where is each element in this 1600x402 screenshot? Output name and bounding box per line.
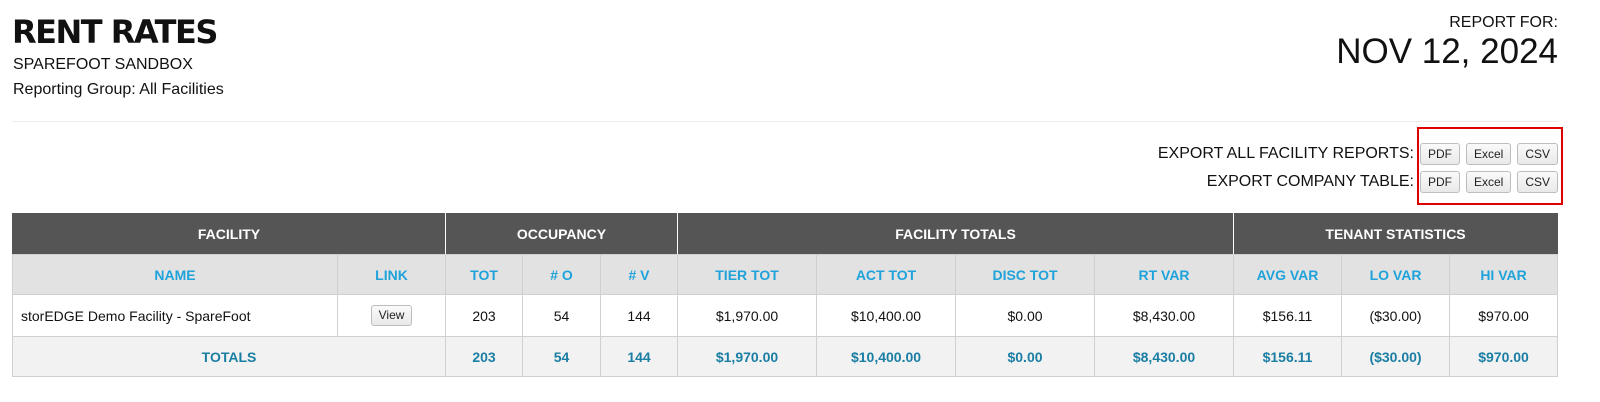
export-company-csv-button[interactable]: CSV bbox=[1517, 171, 1558, 193]
total-hi-var: $970.00 bbox=[1449, 336, 1559, 377]
col-tier-tot[interactable]: TIER TOT bbox=[677, 254, 818, 295]
total-tier-tot: $1,970.00 bbox=[677, 336, 818, 377]
reporting-group: Reporting Group: All Facilities bbox=[13, 81, 224, 98]
col-tot[interactable]: TOT bbox=[445, 254, 524, 295]
company-name: SPAREFOOT SANDBOX bbox=[13, 56, 193, 73]
total-act-tot: $10,400.00 bbox=[816, 336, 957, 377]
total-avg-var: $156.11 bbox=[1233, 336, 1343, 377]
report-date: NOV 12, 2024 bbox=[1336, 32, 1558, 71]
totals-row: TOTALS 203 54 144 $1,970.00 $10,400.00 $… bbox=[11, 336, 1559, 377]
cell-tot: 203 bbox=[445, 294, 524, 337]
col-rt-var[interactable]: RT VAR bbox=[1094, 254, 1235, 295]
export-company-label: EXPORT COMPANY TABLE: bbox=[1206, 173, 1414, 190]
total-disc-tot: $0.00 bbox=[955, 336, 1096, 377]
group-occupancy: OCCUPANCY bbox=[445, 213, 679, 255]
export-all-facility-reports: EXPORT ALL FACILITY REPORTS: PDF Excel C… bbox=[1158, 142, 1558, 166]
cell-vacant: 144 bbox=[600, 294, 679, 337]
page-title: RENT RATES bbox=[12, 13, 218, 51]
total-vacant: 144 bbox=[600, 336, 679, 377]
col-vacant[interactable]: # V bbox=[600, 254, 679, 295]
cell-disc-tot: $0.00 bbox=[955, 294, 1096, 337]
export-all-pdf-button[interactable]: PDF bbox=[1419, 143, 1460, 165]
cell-tier-tot: $1,970.00 bbox=[677, 294, 818, 337]
header-divider bbox=[12, 121, 1558, 122]
export-highlight-box bbox=[1417, 127, 1563, 205]
rent-rates-table: FACILITY OCCUPANCY FACILITY TOTALS TENAN… bbox=[11, 213, 1559, 377]
col-avg-var[interactable]: AVG VAR bbox=[1233, 254, 1343, 295]
group-facility-totals: FACILITY TOTALS bbox=[677, 213, 1235, 255]
cell-avg-var: $156.11 bbox=[1233, 294, 1343, 337]
col-act-tot[interactable]: ACT TOT bbox=[816, 254, 957, 295]
col-lo-var[interactable]: LO VAR bbox=[1341, 254, 1451, 295]
export-all-excel-button[interactable]: Excel bbox=[1465, 143, 1512, 165]
view-button[interactable]: View bbox=[370, 305, 413, 326]
export-company-pdf-button[interactable]: PDF bbox=[1419, 171, 1460, 193]
group-facility: FACILITY bbox=[11, 213, 447, 255]
total-tot: 203 bbox=[445, 336, 524, 377]
cell-act-tot: $10,400.00 bbox=[816, 294, 957, 337]
table-row: storEDGE Demo Facility - SpareFoot View … bbox=[12, 294, 1559, 337]
col-occupied[interactable]: # O bbox=[522, 254, 602, 295]
export-company-table: EXPORT COMPANY TABLE: PDF Excel CSV bbox=[1207, 170, 1558, 194]
cell-occupied: 54 bbox=[522, 294, 602, 337]
facility-name: storEDGE Demo Facility - SpareFoot bbox=[12, 294, 338, 337]
totals-label: TOTALS bbox=[11, 336, 447, 377]
export-company-excel-button[interactable]: Excel bbox=[1465, 171, 1512, 193]
col-link[interactable]: LINK bbox=[336, 254, 447, 295]
cell-hi-var: $970.00 bbox=[1449, 294, 1559, 337]
cell-rt-var: $8,430.00 bbox=[1094, 294, 1235, 337]
group-header-row: FACILITY OCCUPANCY FACILITY TOTALS TENAN… bbox=[11, 213, 1559, 255]
col-disc-tot[interactable]: DISC TOT bbox=[955, 254, 1096, 295]
group-tenant-statistics: TENANT STATISTICS bbox=[1233, 213, 1559, 255]
total-lo-var: ($30.00) bbox=[1341, 336, 1451, 377]
col-hi-var[interactable]: HI VAR bbox=[1449, 254, 1559, 295]
total-rt-var: $8,430.00 bbox=[1094, 336, 1235, 377]
facility-link-cell: View bbox=[336, 294, 447, 337]
export-all-csv-button[interactable]: CSV bbox=[1517, 143, 1558, 165]
cell-lo-var: ($30.00) bbox=[1341, 294, 1451, 337]
export-all-label: EXPORT ALL FACILITY REPORTS: bbox=[1157, 145, 1414, 162]
report-for-label: REPORT FOR: bbox=[1449, 14, 1558, 31]
total-occupied: 54 bbox=[522, 336, 602, 377]
column-header-row: NAME LINK TOT # O # V TIER TOT ACT TOT D… bbox=[12, 254, 1559, 295]
col-name[interactable]: NAME bbox=[12, 254, 338, 295]
